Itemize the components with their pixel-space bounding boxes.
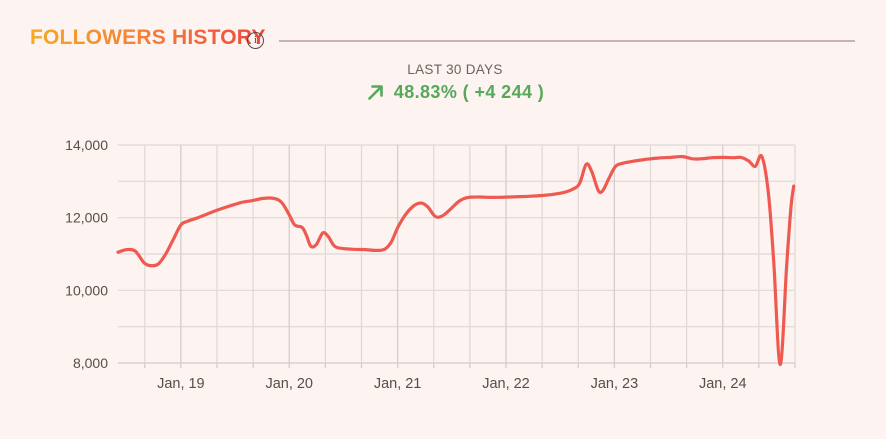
period-label: LAST 30 DAYS xyxy=(407,62,503,77)
x-axis-label: Jan, 21 xyxy=(374,376,422,392)
x-axis-label: Jan, 24 xyxy=(699,376,747,392)
page-title: FOLLOWERS HISTORY xyxy=(30,26,266,49)
info-icon[interactable]: i xyxy=(247,32,264,49)
x-axis-label: Jan, 20 xyxy=(265,376,313,392)
x-axis-label: Jan, 23 xyxy=(591,376,639,392)
followers-series-line[interactable] xyxy=(116,153,796,367)
summary-block: LAST 30 DAYS 48.83% ( +4 244 ) xyxy=(300,62,610,103)
x-axis-label: Jan, 22 xyxy=(482,376,530,392)
y-axis-label: 12,000 xyxy=(65,210,108,226)
header-divider xyxy=(279,40,855,42)
x-axis-label: Jan, 19 xyxy=(157,376,205,392)
change-value: 48.83% ( +4 244 ) xyxy=(393,82,545,102)
y-axis-label: 8,000 xyxy=(73,355,108,371)
y-axis-label: 10,000 xyxy=(65,282,108,298)
trend-up-arrow-icon xyxy=(367,85,383,100)
y-axis-label: 14,000 xyxy=(65,137,108,153)
change-row: 48.83% ( +4 244 ) xyxy=(300,82,610,103)
